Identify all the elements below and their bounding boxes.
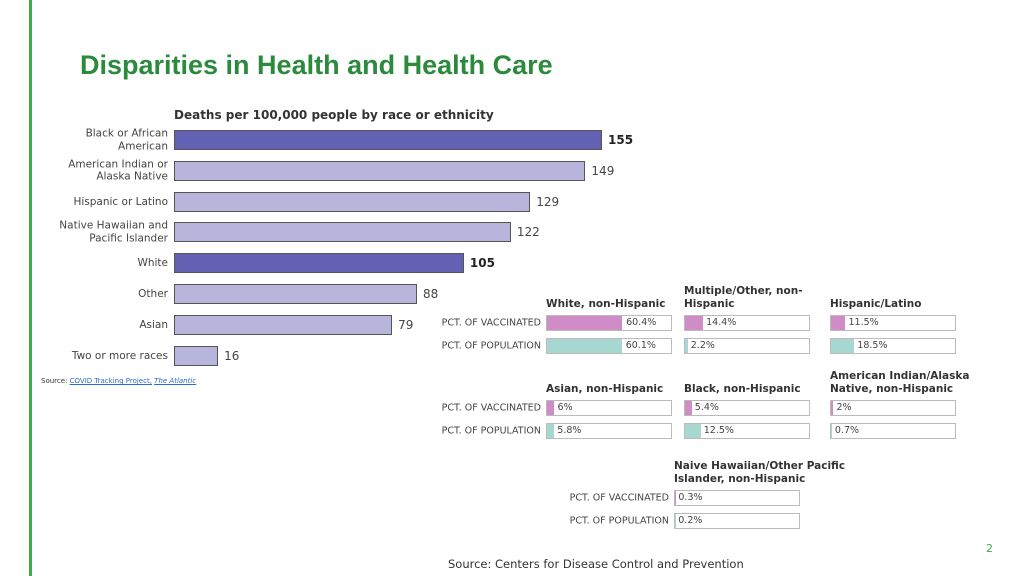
- bar: [174, 222, 511, 243]
- row-label: PCT. OF VACCINATED: [441, 402, 541, 414]
- value-label: 0.2%: [678, 515, 703, 526]
- bar-track: 18.5%: [830, 338, 956, 354]
- value-label: 149: [591, 163, 615, 178]
- value-label: 122: [516, 225, 540, 240]
- panel-title: Asian, non-Hispanic: [546, 383, 664, 395]
- bar-track: 12.5%: [684, 423, 810, 439]
- bar-track: 11.5%: [830, 315, 956, 331]
- bar-track: 14.4%: [684, 315, 810, 331]
- value-label: 5.4%: [694, 402, 719, 413]
- bar: [547, 316, 622, 330]
- bar: [831, 424, 832, 438]
- bar-track: 60.4%: [546, 315, 672, 331]
- bar-track: 0.3%: [674, 490, 800, 506]
- value-label: 18.5%: [857, 340, 888, 351]
- row-label: PCT. OF VACCINATED: [441, 317, 541, 329]
- category-label: Two or more races: [71, 349, 168, 362]
- value-label: 14.4%: [706, 317, 737, 328]
- row-label: PCT. OF VACCINATED: [569, 492, 669, 504]
- row-label: PCT. OF POPULATION: [441, 425, 541, 437]
- bar-track: 2%: [830, 400, 956, 416]
- bar: [547, 339, 622, 353]
- source-link[interactable]: COVID Tracking Project,: [69, 377, 152, 385]
- bar-track: 5.4%: [684, 400, 810, 416]
- source-italic: The Atlantic: [154, 377, 197, 385]
- value-label: 88: [422, 287, 439, 301]
- bar: [831, 401, 834, 415]
- bar: [685, 316, 703, 330]
- value-label: 11.5%: [848, 317, 879, 328]
- panel-title: White, non-Hispanic: [546, 298, 666, 310]
- bar-track: 6%: [546, 400, 672, 416]
- bar-track: 5.8%: [546, 423, 672, 439]
- bar: [174, 191, 531, 212]
- bar: [547, 424, 555, 438]
- source-link-italic[interactable]: The Atlantic: [154, 377, 196, 385]
- bar: [685, 339, 688, 353]
- chart-title: Deaths per 100,000 people by race or eth…: [174, 108, 494, 122]
- category-label: American Indian or Alaska Native: [68, 158, 168, 183]
- category-label: Other: [138, 287, 168, 300]
- bar-track: 0.7%: [830, 423, 956, 439]
- value-label: 6%: [557, 402, 573, 413]
- panel-title: Black, non-Hispanic: [684, 383, 801, 395]
- value-label: 60.1%: [625, 340, 656, 351]
- value-label: 16: [224, 348, 240, 363]
- bar: [174, 160, 586, 181]
- bar: [174, 345, 219, 366]
- panel-title: American Indian/Alaska Native, non-Hispa…: [830, 370, 970, 395]
- bar: [174, 253, 464, 274]
- value-label: 2.2%: [690, 340, 715, 351]
- source: Source: COVID Tracking Project, The Atla…: [41, 377, 196, 385]
- category-label: White: [137, 256, 168, 269]
- category-label: Black or African American: [85, 127, 168, 153]
- bar-track: 60.1%: [546, 338, 672, 354]
- value-label: 0.3%: [678, 492, 703, 503]
- bar: [831, 316, 846, 330]
- bar: [831, 339, 854, 353]
- value-label: 12.5%: [703, 425, 734, 436]
- bar: [174, 284, 417, 304]
- value-label: 79: [398, 317, 414, 332]
- value-label: 129: [536, 194, 560, 209]
- bar-track: 0.2%: [674, 513, 800, 529]
- accent-bar: [29, 0, 32, 576]
- category-label: Asian: [139, 318, 168, 331]
- panel-title: Naive Hawaiian/Other Pacific Islander, n…: [674, 460, 846, 485]
- row-label: PCT. OF POPULATION: [441, 340, 541, 352]
- source: Source: Centers for Disease Control and …: [448, 557, 744, 571]
- panel-title: Multiple/Other, non-Hispanic: [684, 285, 803, 310]
- value-label: 2%: [836, 402, 852, 413]
- category-label: Native Hawaiian and Pacific Islander: [59, 219, 168, 245]
- page-number: 2: [986, 542, 993, 555]
- value-label: 155: [608, 133, 634, 147]
- bar-track: 2.2%: [684, 338, 810, 354]
- bar: [685, 401, 692, 415]
- bar: [174, 314, 393, 335]
- row-label: PCT. OF POPULATION: [569, 515, 669, 527]
- category-label: Hispanic or Latino: [73, 195, 168, 208]
- value-label: 5.8%: [557, 425, 582, 436]
- source-prefix: Source:: [41, 377, 68, 385]
- value-label: 60.4%: [626, 317, 657, 328]
- bar: [685, 424, 701, 438]
- panel-title: Hispanic/Latino: [830, 298, 922, 310]
- value-label: 0.7%: [834, 425, 860, 436]
- slide-title: Disparities in Health and Health Care: [80, 50, 553, 80]
- bar: [174, 130, 602, 150]
- value-label: 105: [469, 256, 495, 271]
- bar: [547, 401, 555, 415]
